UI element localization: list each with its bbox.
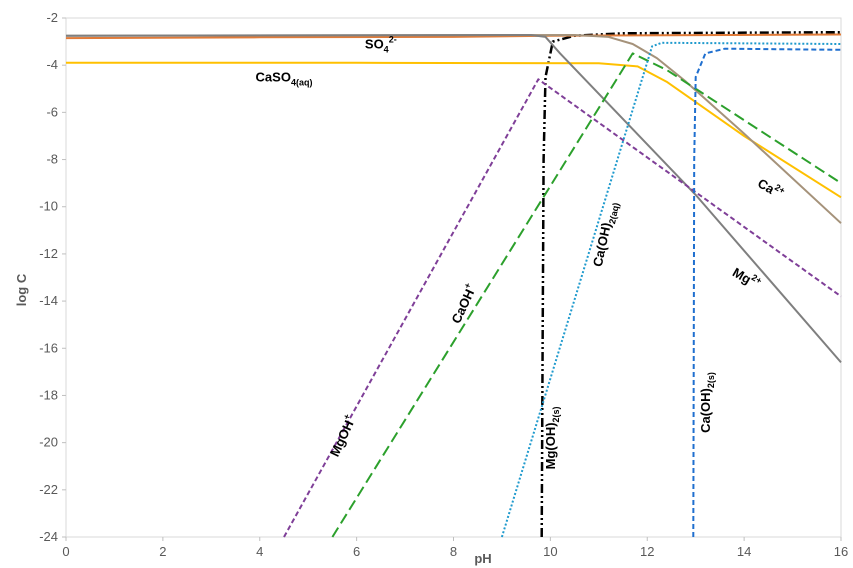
series-group <box>65 30 842 538</box>
x-tick-label: 10 <box>543 544 557 559</box>
series-label-0: SO42- <box>365 35 397 55</box>
y-tick-label: -16 <box>39 340 58 355</box>
x-tick-label: 14 <box>737 544 751 559</box>
x-tick-label: 16 <box>834 544 848 559</box>
series-label-1: CaSO4(aq) <box>256 70 313 88</box>
x-tick-label: 4 <box>256 544 263 559</box>
label-superscript: 2- <box>389 35 397 45</box>
label-base: Ca <box>755 175 778 197</box>
x-tick-label: 6 <box>353 544 360 559</box>
label-subscript: 2(s) <box>706 372 716 388</box>
label-base: Ca(OH) <box>590 221 614 268</box>
series-line-2 <box>66 61 842 199</box>
label-base: MgOH <box>327 418 357 459</box>
label-superscript: + <box>341 412 352 421</box>
series-line-4 <box>65 34 842 364</box>
x-tick-label: 0 <box>62 544 69 559</box>
x-axis-title: pH <box>474 551 491 566</box>
axes: 0 2 4 6 8 10 12 14 16 -2 -4 -6 -8 -10 -12 -14 -16 -18 -20 -… <box>39 10 848 559</box>
label-base: CaOH <box>448 287 477 326</box>
x-tick-label: 2 <box>159 544 166 559</box>
series-line-7 <box>500 41 842 538</box>
label-base: Mg <box>730 265 754 287</box>
label-superscript: 2+ <box>773 182 787 196</box>
series-label-8: Ca(OH)2(s) <box>698 372 716 433</box>
series-line-5 <box>283 78 842 538</box>
y-tick-label: -24 <box>39 529 58 544</box>
y-tick-label: -14 <box>39 293 58 308</box>
series-line-8 <box>692 47 842 538</box>
y-tick-label: -2 <box>46 10 58 25</box>
y-tick-label: -4 <box>46 57 58 72</box>
label-subscript: 2(s) <box>551 406 561 422</box>
label-base: Ca(OH) <box>698 388 713 433</box>
label-superscript: 2+ <box>750 272 764 286</box>
label-superscript: + <box>462 281 473 290</box>
series-line-6 <box>331 52 842 538</box>
label-base: Mg(OH) <box>543 422 558 469</box>
series-line-1 <box>65 33 842 40</box>
series-label-2: Ca2+ <box>755 174 787 202</box>
label-subscript: 4 <box>384 45 389 55</box>
y-axis-title: log C <box>14 273 29 306</box>
plot-area-border <box>65 17 842 538</box>
x-tick-label: 12 <box>640 544 654 559</box>
label-base: CaSO <box>256 70 291 85</box>
series-label-4: MgOH+ <box>325 412 359 459</box>
label-base: SO <box>365 37 384 52</box>
y-tick-label: -8 <box>46 152 58 167</box>
series-label-7: Mg(OH)2(s) <box>543 406 561 469</box>
y-tick-label: -22 <box>39 482 58 497</box>
y-tick-label: -6 <box>46 104 58 119</box>
y-tick-label: -18 <box>39 387 58 402</box>
y-tick-label: -20 <box>39 435 58 450</box>
label-subscript: 4(aq) <box>291 78 313 88</box>
label-subscript: 2(aq) <box>607 202 621 225</box>
series-line-3 <box>65 34 842 224</box>
y-tick-label: -12 <box>39 246 58 261</box>
x-tick-label: 8 <box>450 544 457 559</box>
series-label-5: CaOH+ <box>447 281 480 326</box>
y-tick-label: -10 <box>39 199 58 214</box>
series-line-0 <box>540 30 842 538</box>
